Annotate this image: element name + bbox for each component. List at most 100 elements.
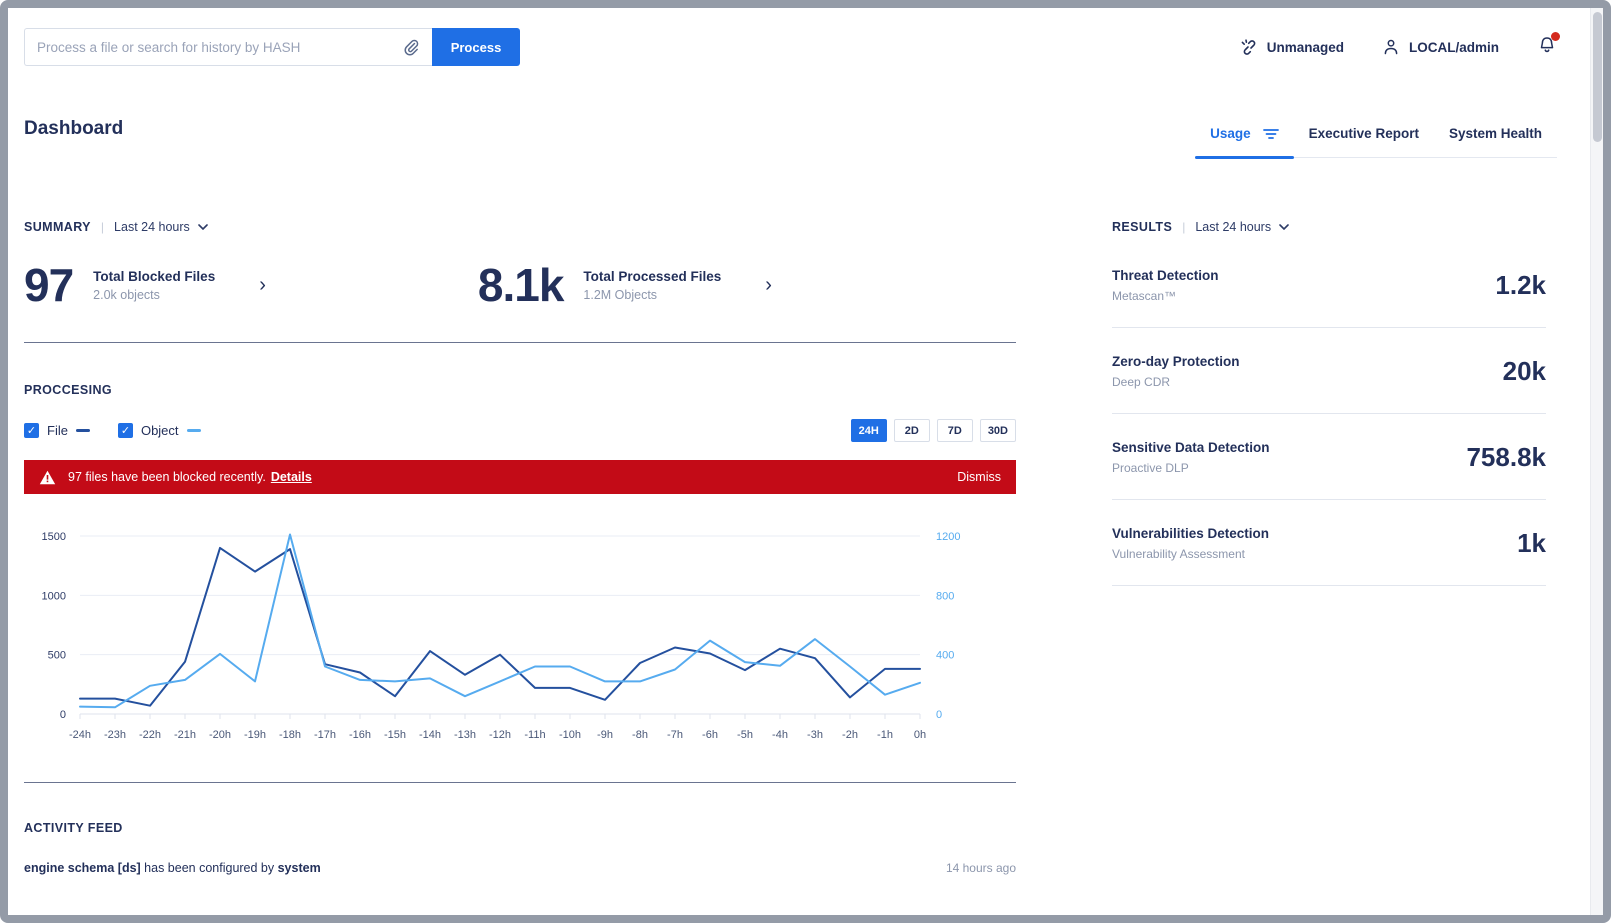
x-axis-tick: -24h: [69, 729, 91, 741]
right-axis-tick: 400: [936, 650, 954, 662]
user-icon: [1382, 38, 1400, 56]
processing-chart: 0 500 1000 1500 0 400 800 1200 -24h -23h -22h -21h -…: [42, 531, 961, 741]
divider: [24, 342, 1016, 343]
activity-title: ACTIVITY FEED: [24, 821, 123, 835]
main-column: SUMMARY | Last 24 hours 97 Total Blocked…: [24, 220, 1016, 875]
range-button-24h[interactable]: 24H: [850, 419, 887, 442]
result-title: Vulnerabilities Detection: [1112, 526, 1270, 541]
object-series-line: [79, 533, 921, 709]
user-label: LOCAL/admin: [1409, 39, 1499, 55]
range-button-30d[interactable]: 30D: [979, 419, 1016, 442]
results-range-dropdown[interactable]: Last 24 hours: [1195, 220, 1289, 234]
tab-executive-report[interactable]: Executive Report: [1294, 126, 1434, 157]
unmanaged-status[interactable]: Unmanaged: [1241, 38, 1344, 56]
result-title: Zero-day Protection: [1112, 354, 1240, 369]
filter-icon[interactable]: [1262, 128, 1279, 140]
processed-files-link-chevron[interactable]: ›: [765, 274, 772, 296]
blocked-files-alert: 97 files have been blocked recently. Det…: [24, 460, 1016, 494]
x-axis-tick: -19h: [244, 729, 266, 741]
range-button-7d[interactable]: 7D: [936, 419, 973, 442]
scrollbar[interactable]: [1590, 8, 1603, 915]
x-axis-tick: -1h: [877, 729, 893, 741]
top-bar: Process Unmanaged: [24, 28, 1560, 66]
x-axis-tick: -9h: [597, 729, 613, 741]
left-axis-tick: 1000: [42, 590, 66, 602]
right-axis-tick: 0: [936, 709, 942, 721]
alert-details-link[interactable]: Details: [270, 470, 312, 484]
result-subtitle: Proactive DLP: [1112, 461, 1189, 475]
result-row: Threat Detection Metascan™ 1.2k: [1112, 242, 1546, 328]
summary-range-label: Last 24 hours: [114, 220, 190, 234]
processed-files-label: Total Processed Files: [583, 268, 722, 284]
chevron-down-icon: [1279, 224, 1289, 230]
summary-header: SUMMARY | Last 24 hours: [24, 220, 1016, 234]
x-axis-tick: -16h: [349, 729, 371, 741]
result-subtitle: Metascan™: [1112, 289, 1177, 303]
user-menu[interactable]: LOCAL/admin: [1382, 38, 1499, 56]
result-subtitle: Deep CDR: [1112, 375, 1171, 389]
results-header: RESULTS | Last 24 hours: [1112, 220, 1546, 234]
feed-actor: system: [277, 861, 321, 875]
tab-executive-report-label: Executive Report: [1308, 126, 1419, 141]
x-axis-tick: -4h: [772, 729, 788, 741]
hash-search-box[interactable]: [24, 28, 432, 66]
legend-file-label: File: [47, 423, 68, 438]
blocked-files-link-chevron[interactable]: ›: [259, 274, 266, 296]
x-axis-tick: -23h: [104, 729, 126, 741]
legend-object-checkbox[interactable]: ✓ Object: [117, 423, 201, 438]
unmanaged-label: Unmanaged: [1266, 39, 1344, 55]
scrollbar-thumb[interactable]: [1593, 12, 1602, 142]
left-axis-tick: 500: [48, 650, 66, 662]
activity-header: ACTIVITY FEED: [24, 821, 1016, 835]
x-axis-tick: 0h: [914, 729, 926, 741]
result-subtitle: Vulnerability Assessment: [1112, 547, 1245, 561]
paperclip-icon[interactable]: [402, 38, 420, 56]
legend-file-checkbox[interactable]: ✓ File: [24, 423, 90, 438]
x-axis-tick: -15h: [384, 729, 406, 741]
separator: |: [100, 220, 105, 234]
left-axis-tick: 1500: [42, 531, 66, 543]
results-title: RESULTS: [1112, 220, 1173, 234]
blocked-files-value: 97: [24, 259, 74, 311]
result-row: Sensitive Data Detection Proactive DLP 758…: [1112, 414, 1546, 500]
stat-blocked-files: 97 Total Blocked Files 2.0k objects ›: [24, 258, 266, 312]
summary-range-dropdown[interactable]: Last 24 hours: [114, 220, 208, 234]
summary-stats: 97 Total Blocked Files 2.0k objects › 8.…: [24, 258, 1016, 312]
right-axis-tick: 800: [936, 590, 954, 602]
processed-files-value: 8.1k: [477, 259, 565, 311]
processed-files-sub: 1.2M Objects: [583, 287, 658, 302]
chart-controls: ✓ File ✓ Object 24H 2D 7D 30D: [24, 419, 1016, 442]
stat-processed-files: 8.1k Total Processed Files 1.2M Objects …: [478, 258, 772, 312]
search-input[interactable]: [37, 39, 402, 55]
x-axis-tick: -20h: [209, 729, 231, 741]
tab-system-health-label: System Health: [1448, 126, 1542, 141]
object-series-swatch: [186, 429, 201, 432]
chevron-down-icon: [197, 224, 208, 230]
tab-usage[interactable]: Usage: [1195, 126, 1294, 159]
legend-object-label: Object: [140, 423, 179, 438]
tab-system-health[interactable]: System Health: [1434, 126, 1557, 157]
x-axis-tick: -2h: [842, 729, 858, 741]
blocked-files-sub: 2.0k objects: [93, 287, 160, 302]
activity-feed-item: engine schema [ds] has been configured b…: [24, 861, 1016, 875]
results-column: RESULTS | Last 24 hours Threat Detection…: [1112, 220, 1546, 586]
notifications-button[interactable]: [1537, 31, 1560, 60]
processing-title: PROCCESING: [24, 383, 113, 397]
x-axis-tick: -6h: [702, 729, 718, 741]
alert-dismiss-button[interactable]: Dismiss: [957, 470, 1001, 484]
results-range-label: Last 24 hours: [1195, 220, 1272, 234]
process-button[interactable]: Process: [432, 28, 520, 66]
range-button-2d[interactable]: 2D: [893, 419, 930, 442]
left-axis-tick: 0: [60, 709, 66, 721]
alert-text: 97 files have been blocked recently.: [68, 470, 266, 484]
result-title: Sensitive Data Detection: [1112, 440, 1270, 455]
dashboard-tabs: Usage Executive Report System Health: [1195, 126, 1557, 159]
checkbox-checked-icon: ✓: [117, 423, 133, 438]
page-title: Dashboard: [24, 118, 124, 139]
x-axis-tick: -17h: [314, 729, 336, 741]
x-axis-tick: -3h: [807, 729, 823, 741]
result-value: 20k: [1502, 356, 1546, 386]
results-list: Threat Detection Metascan™ 1.2k Zero-day Pr…: [1112, 242, 1546, 586]
chart-container: 0 500 1000 1500 0 400 800 1200 -24h -23h -22h -21h -…: [24, 516, 1016, 766]
range-buttons: 24H 2D 7D 30D: [850, 419, 1016, 442]
